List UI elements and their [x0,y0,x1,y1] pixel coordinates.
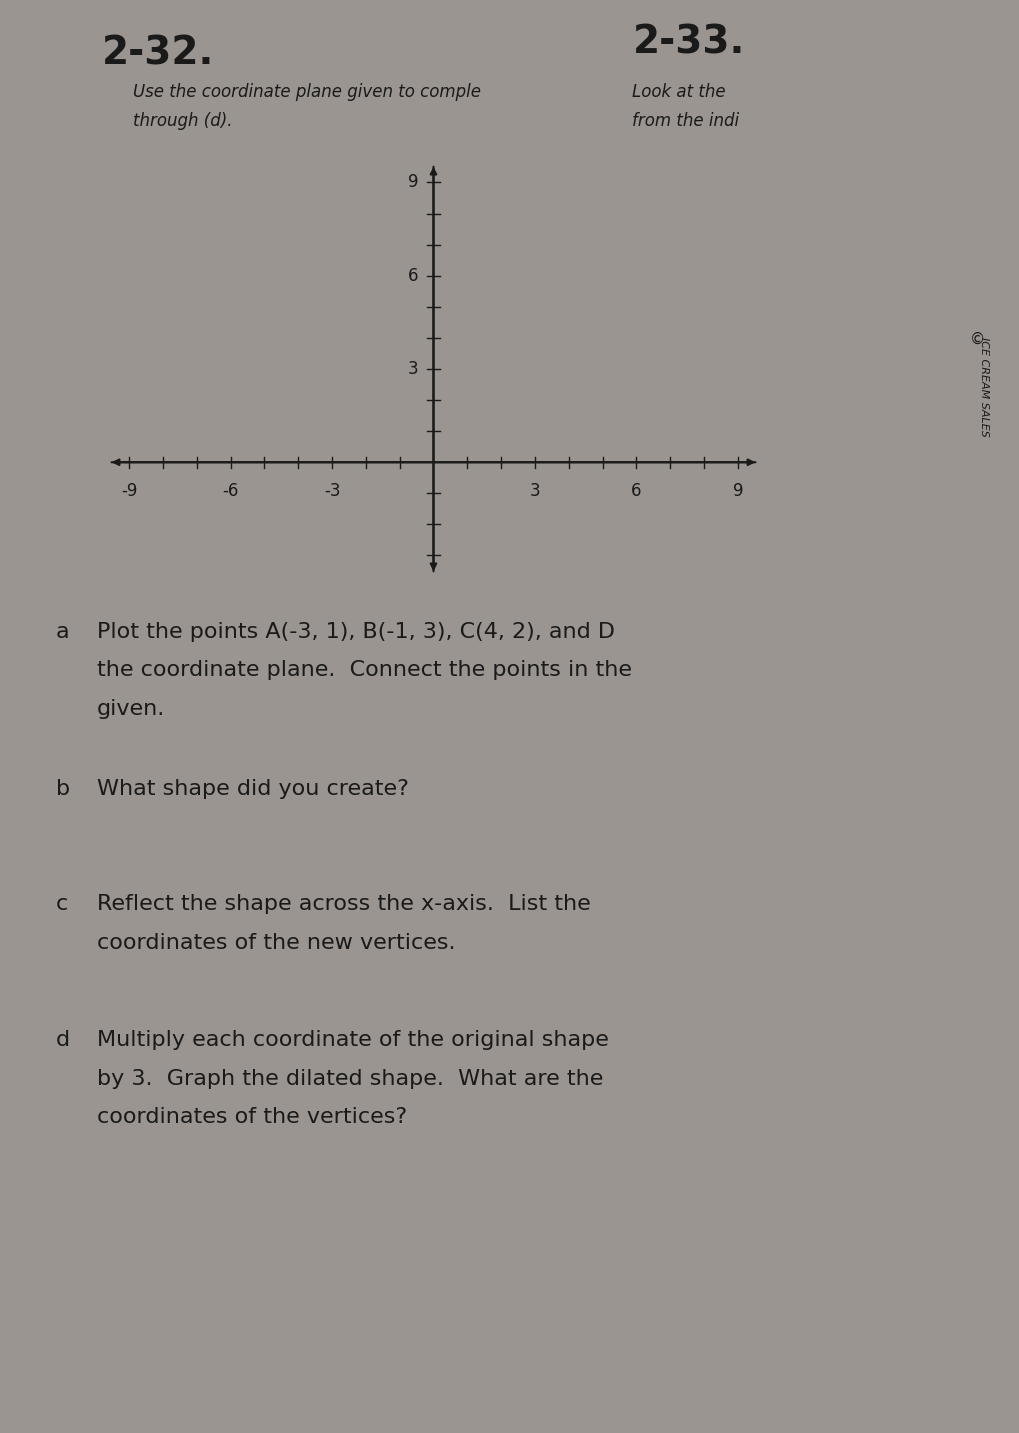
Text: coordinates of the new vertices.: coordinates of the new vertices. [97,933,454,953]
Text: 2-32.: 2-32. [102,34,214,73]
Text: ©: © [969,332,983,347]
Text: 2-33.: 2-33. [632,23,744,62]
Text: What shape did you create?: What shape did you create? [97,780,409,800]
Text: -3: -3 [323,483,340,500]
Text: 6: 6 [408,267,418,285]
Text: 9: 9 [732,483,743,500]
Text: 3: 3 [529,483,540,500]
Text: -9: -9 [121,483,138,500]
Text: Multiply each coordinate of the original shape: Multiply each coordinate of the original… [97,1030,608,1050]
Text: d: d [56,1030,70,1050]
Text: Reflect the shape across the x-axis.  List the: Reflect the shape across the x-axis. Lis… [97,894,590,914]
Text: -6: -6 [222,483,238,500]
Text: Look at the: Look at the [632,83,726,102]
Text: given.: given. [97,699,165,719]
Text: by 3.  Graph the dilated shape.  What are the: by 3. Graph the dilated shape. What are … [97,1069,602,1089]
Text: from the indi: from the indi [632,112,739,130]
Text: 3: 3 [408,360,418,378]
Text: Use the coordinate plane given to comple: Use the coordinate plane given to comple [132,83,480,102]
Text: c: c [56,894,68,914]
Text: 6: 6 [631,483,641,500]
Text: 9: 9 [408,173,418,192]
Text: a: a [56,622,69,642]
Text: ICE CREAM SALES: ICE CREAM SALES [978,337,988,437]
Text: the coordinate plane.  Connect the points in the: the coordinate plane. Connect the points… [97,661,632,681]
Text: coordinates of the vertices?: coordinates of the vertices? [97,1108,407,1128]
Text: through (d).: through (d). [132,112,232,130]
Text: b: b [56,780,70,800]
Text: Plot the points A(-3, 1), B(-1, 3), C(4, 2), and D: Plot the points A(-3, 1), B(-1, 3), C(4,… [97,622,614,642]
